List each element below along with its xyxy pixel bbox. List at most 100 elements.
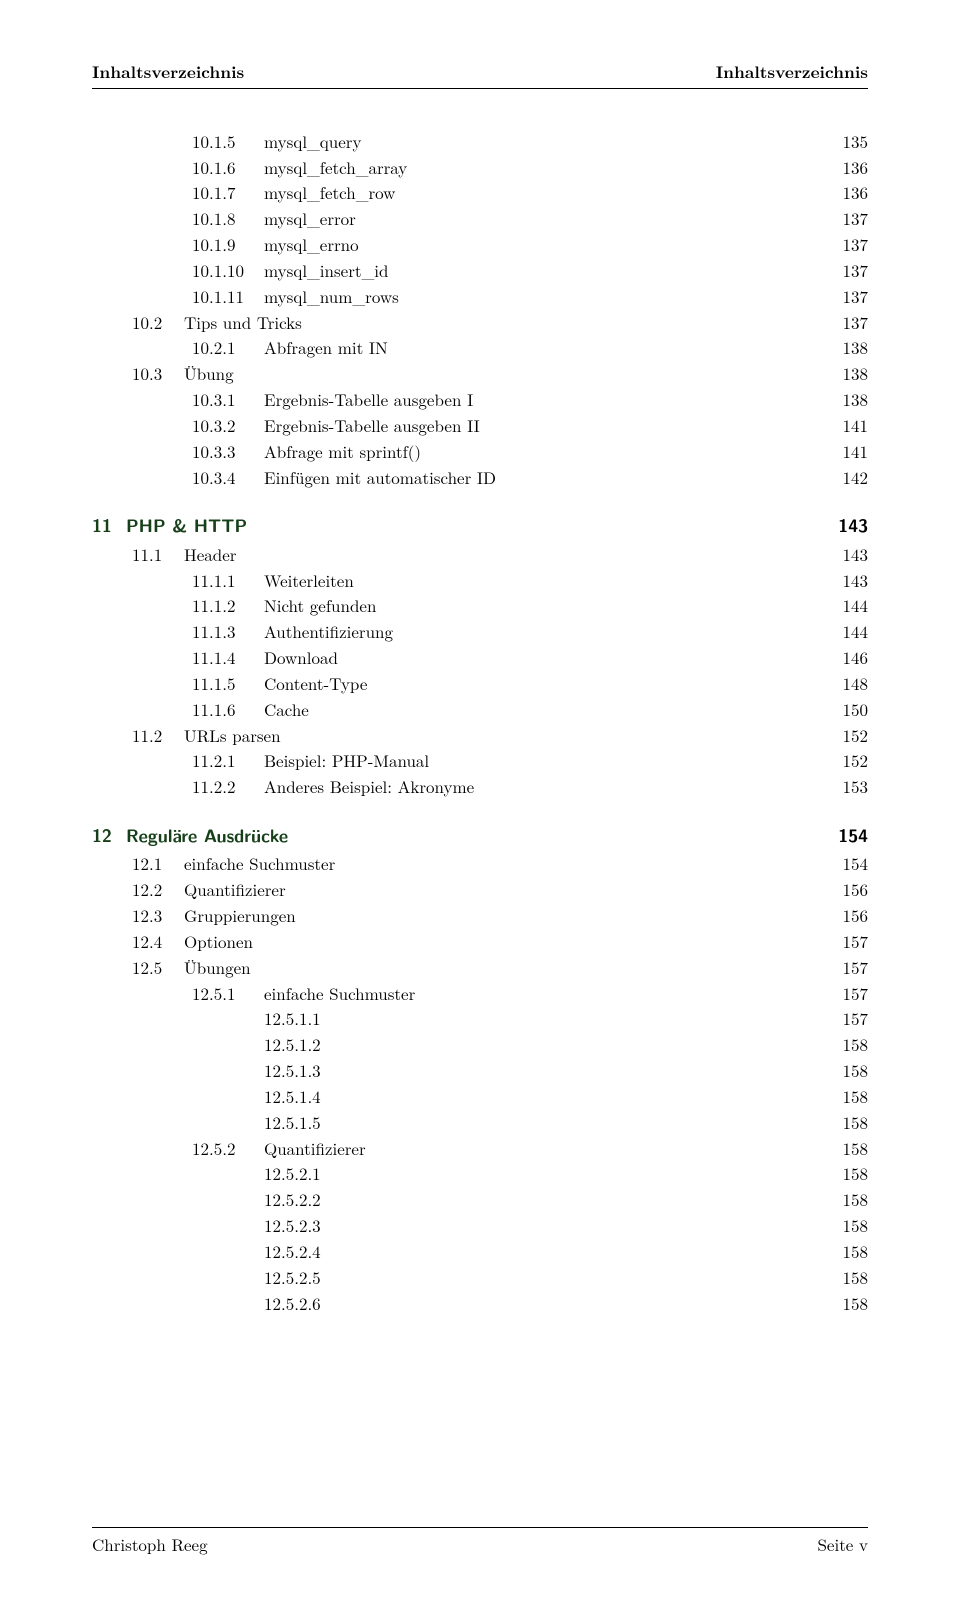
- toc-entry: 12.5.1.1 157: [92, 1006, 868, 1032]
- toc-entry-label: Gruppierungen: [184, 903, 296, 929]
- toc-entry-label: mysql_error: [264, 206, 356, 232]
- toc-entry-page: 157: [832, 1006, 868, 1032]
- toc-dot-leader: [356, 1112, 826, 1129]
- toc-entry-number: 12.5.2.1: [264, 1161, 348, 1187]
- toc-entry-label: URLs parsen: [184, 723, 281, 749]
- toc-entry-page: 156: [832, 903, 868, 929]
- toc-entry-page: 143: [832, 512, 868, 539]
- toc-entry-number: 10.1.10: [192, 258, 264, 284]
- toc-entry-page: 153: [832, 774, 868, 800]
- toc-entry-label: Abfragen mit IN: [264, 335, 388, 361]
- toc-dot-leader: [374, 1138, 826, 1155]
- toc-entry-number: 11.1.5: [192, 671, 264, 697]
- toc-entry-page: 157: [832, 981, 868, 1007]
- header-left: Inhaltsverzeichnis: [92, 60, 244, 86]
- toc-entry-label: Content-Type: [264, 671, 367, 697]
- toc-entry-label: Nicht gefunden: [264, 593, 376, 619]
- toc-entry-number: 12.2: [132, 877, 184, 903]
- toc-entry: 11.1.2 Nicht gefunden144: [92, 593, 868, 619]
- toc-entry-label: Anderes Beispiel: Akronyme: [264, 774, 474, 800]
- toc-entry: 12.5.1.4158: [92, 1084, 868, 1110]
- toc-dot-leader: [356, 1267, 826, 1284]
- toc-entry-number: 12.5.1.3: [264, 1058, 348, 1084]
- toc-entry-number: 10.1.9: [192, 232, 264, 258]
- toc-entry-page: 158: [832, 1213, 868, 1239]
- toc-entry-label: mysql_query: [264, 129, 361, 155]
- toc-chapter: 11 PHP & HTTP 143: [92, 512, 868, 539]
- toc-entry: 10.3 Übung138: [92, 361, 868, 387]
- toc-entry: 12.5.2 Quantifizierer158: [92, 1136, 868, 1162]
- toc-entry: 12.2 Quantifizierer156: [92, 877, 868, 903]
- toc-dot-leader: [401, 621, 826, 638]
- toc-entry-number: 12.5.2.4: [264, 1239, 348, 1265]
- toc-entry: 10.2.1 Abfragen mit IN 138: [92, 335, 868, 361]
- toc-entry-page: 141: [832, 413, 868, 439]
- toc-entry: 12.5.2.4 158: [92, 1239, 868, 1265]
- toc-entry-number: 10.1.6: [192, 155, 264, 181]
- toc-entry-number: 10.1.11: [192, 284, 264, 310]
- toc-dot-leader: [481, 389, 826, 406]
- toc-entry: 11.2 URLs parsen152: [92, 723, 868, 749]
- toc-entry: 10.1.5 mysql_query135: [92, 129, 868, 155]
- footer-left: Christoph Reeg: [92, 1532, 208, 1558]
- toc-entry: 10.1.9 mysql_errno137: [92, 232, 868, 258]
- toc-entry-page: 136: [832, 180, 868, 206]
- toc-entry-number: 12: [92, 822, 126, 849]
- toc-entry-page: 158: [832, 1110, 868, 1136]
- toc-entry: 12.5.2.5158: [92, 1265, 868, 1291]
- toc-entry-label: PHP & HTTP: [126, 512, 247, 539]
- toc-entry: 11.1.3 Authentifizierung144: [92, 619, 868, 645]
- toc-entry-label: Authentifizierung: [264, 619, 393, 645]
- toc-entry-number: 10.1.8: [192, 206, 264, 232]
- toc-dot-leader: [356, 1034, 826, 1051]
- toc-dot-leader: [396, 337, 826, 354]
- toc-dot-leader: [356, 1060, 826, 1077]
- toc-entry-label: mysql_fetch_row: [264, 180, 395, 206]
- toc-dot-leader: [356, 1215, 826, 1232]
- toc-entry-label: Reguläre Ausdrücke: [126, 822, 288, 849]
- toc-entry-page: 150: [832, 697, 868, 723]
- toc-entry: 10.1.6 mysql_fetch_array136: [92, 155, 868, 181]
- toc-entry: 12.4 Optionen157: [92, 929, 868, 955]
- toc-entry-page: 157: [832, 955, 868, 981]
- toc-entry-page: 142: [832, 465, 868, 491]
- toc-entry-label: Cache: [264, 697, 309, 723]
- toc-entry-label: einfache Suchmuster: [184, 851, 335, 877]
- toc-entry: 11.1.4 Download146: [92, 645, 868, 671]
- toc-dot-leader: [384, 595, 826, 612]
- toc-entry-label: mysql_num_rows: [264, 284, 399, 310]
- toc-entry: 10.1.8 mysql_error137: [92, 206, 868, 232]
- toc-entry-page: 158: [832, 1239, 868, 1265]
- toc-dot-leader: [407, 286, 826, 303]
- toc-dot-leader: [415, 157, 826, 174]
- toc-entry-page: 144: [832, 619, 868, 645]
- toc-entry-label: Ergebnis-Tabelle ausgeben I: [264, 387, 473, 413]
- toc-entry-number: 10.3.3: [192, 439, 264, 465]
- toc-entry: 12.5.1.3158: [92, 1058, 868, 1084]
- toc-entry-page: 157: [832, 929, 868, 955]
- toc-entry-number: 11.2: [132, 723, 184, 749]
- toc-entry-number: 12.5: [132, 955, 184, 981]
- toc-entry: 11.2.2 Anderes Beispiel: Akronyme153: [92, 774, 868, 800]
- toc-entry-label: Abfrage mit sprintf(): [264, 439, 421, 465]
- toc-entry-page: 136: [832, 155, 868, 181]
- toc-dot-leader: [356, 1163, 826, 1180]
- toc-dot-leader: [362, 570, 826, 587]
- toc-entry-number: 10.2.1: [192, 335, 264, 361]
- toc-entry-page: 138: [832, 335, 868, 361]
- toc-entry-number: 12.5.2.6: [264, 1291, 348, 1317]
- toc-entry-number: 12.3: [132, 903, 184, 929]
- toc-dot-leader: [304, 905, 826, 922]
- toc-entry-number: 12.5.1.5: [264, 1110, 348, 1136]
- toc-entry-page: 138: [832, 361, 868, 387]
- toc-entry: 11.1.5 Content-Type148: [92, 671, 868, 697]
- toc-entry-number: 11: [92, 512, 126, 539]
- toc-entry: 12.1 einfache Suchmuster154: [92, 851, 868, 877]
- toc-dot-leader: [244, 544, 826, 561]
- toc-entry-number: 12.5.1.1: [264, 1006, 348, 1032]
- toc-dot-leader: [482, 776, 826, 793]
- toc-entry-page: 158: [832, 1265, 868, 1291]
- toc-entry: 12.5.2.1158: [92, 1161, 868, 1187]
- toc-entry-page: 135: [832, 129, 868, 155]
- toc-entry-number: 12.5.2.3: [264, 1213, 348, 1239]
